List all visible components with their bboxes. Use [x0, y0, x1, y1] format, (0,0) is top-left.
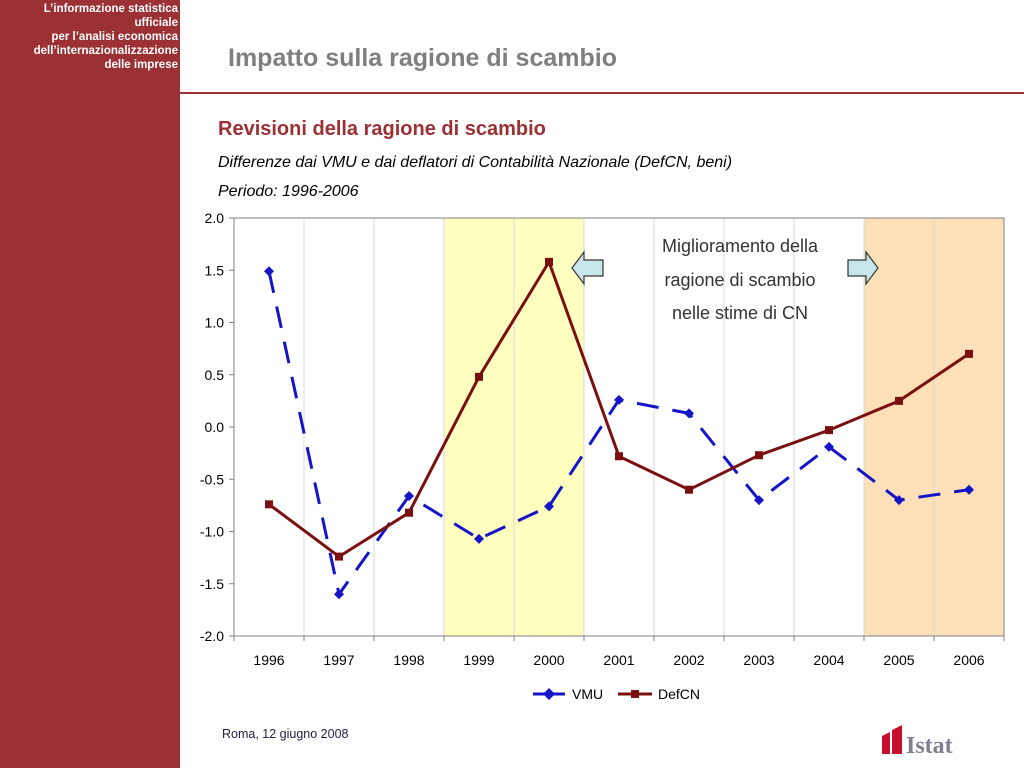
point-vmu — [824, 441, 834, 452]
point-vmu — [544, 501, 554, 512]
point-defcn — [265, 500, 273, 509]
page-title: Impatto sulla ragione di scambio — [228, 44, 617, 72]
legend-marker-defcn-square — [631, 690, 639, 698]
annotation-line: ragione di scambio — [664, 270, 815, 290]
point-vmu — [894, 495, 904, 506]
y-axis-ticks: 2.0 1.5 1.0 0.5 0.0 -0.5 -1.0 -1.5 -2.0 — [200, 210, 234, 644]
x-tick-label: 2001 — [603, 652, 634, 668]
chart-title: Revisioni della ragione di scambio — [218, 118, 546, 140]
chart-subtitle: Differenze dai VMU e dai deflatori di Co… — [218, 154, 733, 171]
legend-marker-vmu-diamond — [543, 688, 555, 700]
sidebar-header-line: per l’analisi economica — [51, 31, 178, 43]
point-vmu — [684, 408, 694, 419]
grid-lines — [303, 218, 935, 636]
header-divider — [0, 92, 1024, 94]
annotation-line: nelle stime di CN — [672, 303, 808, 323]
sidebar-band — [0, 0, 180, 768]
point-vmu — [474, 533, 484, 544]
y-tick-label: 1.0 — [205, 315, 225, 331]
x-tick-label: 1997 — [323, 652, 354, 668]
sidebar-header: L’informazione statistica ufficiale per … — [0, 0, 180, 92]
point-defcn — [755, 451, 763, 460]
y-tick-label: 0.5 — [205, 367, 225, 383]
point-vmu — [334, 589, 344, 600]
point-defcn — [615, 452, 623, 461]
y-tick-label: -1.5 — [200, 576, 224, 592]
sidebar-header-line: dell’internazionalizzazione — [33, 45, 178, 57]
y-tick-label: -2.0 — [200, 628, 224, 644]
y-tick-label: 0.0 — [205, 419, 225, 435]
istat-logo: Istat — [882, 725, 953, 759]
annotation-line: Miglioramento della — [662, 236, 819, 256]
point-defcn — [545, 257, 553, 266]
arrow-right-icon — [847, 250, 879, 286]
sidebar-header-line: ufficiale — [134, 17, 178, 29]
annotation: Miglioramento della ragione di scambio n… — [571, 236, 879, 323]
x-tick-label: 2003 — [743, 652, 774, 668]
y-tick-label: 2.0 — [205, 210, 225, 226]
x-tick-label: 1999 — [463, 652, 494, 668]
legend-label-defcn: DefCN — [658, 686, 700, 702]
series-layer — [264, 257, 974, 600]
y-tick-label: 1.5 — [205, 262, 225, 278]
point-vmu — [964, 484, 974, 495]
y-tick-label: -0.5 — [200, 471, 224, 487]
x-tick-label: 1996 — [253, 652, 284, 668]
point-defcn — [825, 426, 833, 435]
istat-logo-text: Istat — [906, 733, 953, 759]
x-tick-label: 2000 — [533, 652, 564, 668]
y-tick-label: -1.0 — [200, 524, 224, 540]
x-tick-label: 2006 — [953, 652, 984, 668]
point-vmu — [404, 490, 414, 501]
point-vmu — [754, 495, 764, 506]
legend-label-vmu: VMU — [572, 686, 603, 702]
legend: VMU DefCN — [533, 686, 700, 702]
chart-period: Periodo: 1996-2006 — [218, 183, 359, 200]
arrow-left-icon — [571, 250, 604, 286]
point-defcn — [475, 372, 483, 381]
point-defcn — [335, 552, 343, 561]
point-defcn — [685, 485, 693, 494]
sidebar-header-line: delle imprese — [104, 59, 178, 71]
x-axis-ticks: 1996 1997 1998 1999 2000 2001 2002 2003 2004 2005… — [233, 636, 1005, 668]
footer-date: Roma, 12 giugno 2008 — [222, 727, 349, 741]
point-vmu — [264, 266, 274, 277]
point-defcn — [895, 396, 903, 405]
sidebar-header-line: L’informazione statistica — [43, 3, 178, 15]
x-tick-label: 2004 — [813, 652, 844, 668]
point-vmu — [614, 394, 624, 405]
x-tick-label: 2002 — [673, 652, 704, 668]
x-tick-label: 2005 — [883, 652, 914, 668]
x-tick-label: 1998 — [393, 652, 424, 668]
point-defcn — [405, 508, 413, 517]
point-defcn — [965, 349, 973, 358]
